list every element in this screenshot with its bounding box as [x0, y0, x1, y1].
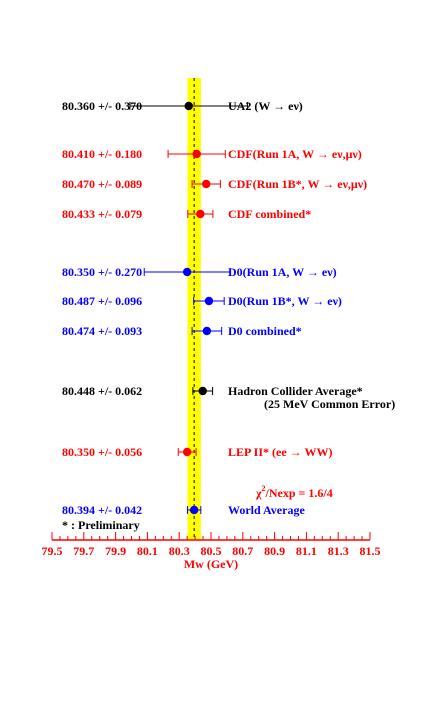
measurement-point	[189, 505, 199, 515]
measurement-point	[182, 267, 192, 277]
chi2-exponent: 2	[262, 484, 266, 493]
measurement-label: D0(Run 1A, W → eν)	[228, 265, 337, 279]
measurement-value: 80.474 +/- 0.093	[62, 324, 142, 338]
chi2-ratio: /Nexp = 1.6/4	[265, 486, 333, 500]
measurement-sublabel: (25 MeV Common Error)	[264, 397, 395, 411]
measurement-label: D0 combined*	[228, 324, 302, 338]
chi2-annotation: χ2/Nexp = 1.6/4	[255, 484, 333, 500]
measurement-label: CDF combined*	[228, 207, 311, 221]
measurement-label: Hadron Collider Average*	[228, 384, 363, 398]
measurement-value: 80.350 +/- 0.056	[62, 445, 142, 459]
x-tick-label: 81.5	[360, 544, 381, 558]
x-tick-label: 80.5	[201, 544, 222, 558]
x-tick-label: 81.1	[296, 544, 317, 558]
measurement-point	[196, 209, 205, 219]
measurement-value: 80.470 +/- 0.089	[62, 177, 142, 191]
preliminary-footnote: * : Preliminary	[62, 518, 140, 532]
measurement-value: 80.410 +/- 0.180	[62, 147, 142, 161]
measurement-label: LEP II* (ee → WW)	[228, 445, 332, 459]
measurement-point	[192, 149, 201, 159]
measurement-point	[204, 296, 214, 306]
measurement-label: UA2 (W → eν)	[228, 99, 303, 113]
measurement-point	[198, 386, 207, 396]
measurement-point	[202, 179, 211, 189]
measurement-label: World Average	[228, 503, 305, 517]
x-tick-label: 79.7	[73, 544, 94, 558]
measurement-value: 80.433 +/- 0.079	[62, 207, 142, 221]
measurement-value: 80.487 +/- 0.096	[62, 294, 142, 308]
x-tick-label: 80.3	[169, 544, 190, 558]
measurement-point	[182, 447, 192, 457]
chi2-symbol: χ	[255, 486, 262, 500]
measurement-value: 80.448 +/- 0.062	[62, 384, 142, 398]
x-axis-title: Mw (GeV)	[184, 557, 238, 571]
measurement-value: 80.360 +/- 0.370	[62, 99, 142, 113]
measurement-point	[202, 326, 212, 336]
x-tick-label: 80.9	[264, 544, 285, 558]
measurement-value: 80.350 +/- 0.270	[62, 265, 142, 279]
measurement-label: CDF(Run 1A, W → eν,μν)	[228, 147, 362, 161]
measurement-point	[184, 101, 193, 111]
x-tick-label: 79.5	[42, 544, 63, 558]
x-tick-label: 80.1	[137, 544, 158, 558]
x-tick-label: 81.3	[328, 544, 349, 558]
x-tick-label: 79.9	[105, 544, 126, 558]
measurement-label: D0(Run 1B*, W → eν)	[228, 294, 342, 308]
x-tick-label: 80.7	[232, 544, 253, 558]
measurement-value: 80.394 +/- 0.042	[62, 503, 142, 517]
measurement-label: CDF(Run 1B*, W → eν,μν)	[228, 177, 367, 191]
